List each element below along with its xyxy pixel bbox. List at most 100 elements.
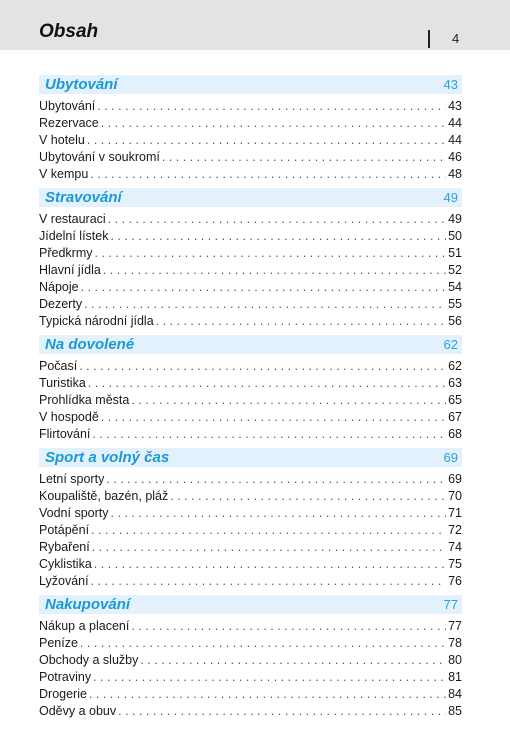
toc-entry[interactable]: V restauraci 49 bbox=[39, 211, 462, 228]
dot-leader bbox=[90, 166, 446, 183]
entry-page-number: 65 bbox=[448, 393, 462, 407]
entry-label: Obchody a služby bbox=[39, 653, 139, 667]
section-page-number: 43 bbox=[443, 77, 458, 92]
toc-entry[interactable]: Flirtování 68 bbox=[39, 426, 462, 443]
entry-page-number: 56 bbox=[448, 314, 462, 328]
entry-page-number: 43 bbox=[448, 99, 462, 113]
entry-label: Ubytování bbox=[39, 99, 96, 113]
toc-entry[interactable]: Předkrmy 51 bbox=[39, 245, 462, 262]
section-title: Nakupování bbox=[45, 596, 131, 613]
dot-leader bbox=[131, 392, 446, 409]
entry-page-number: 70 bbox=[448, 489, 462, 503]
toc-entry[interactable]: Obchody a služby 80 bbox=[39, 652, 462, 669]
dot-leader bbox=[110, 228, 446, 245]
section-heading[interactable]: Na dovolené 62 bbox=[39, 335, 462, 354]
toc-entry[interactable]: Rybaření 74 bbox=[39, 539, 462, 556]
toc-entry[interactable]: Turistika 63 bbox=[39, 375, 462, 392]
entry-label: V hotelu bbox=[39, 133, 85, 147]
toc-entry[interactable]: Cyklistika 75 bbox=[39, 556, 462, 573]
toc-entry[interactable]: Potraviny 81 bbox=[39, 669, 462, 686]
table-of-contents: Ubytování43Ubytování43Rezervace44V hotel… bbox=[39, 75, 462, 725]
entry-label: Flirtování bbox=[39, 427, 91, 441]
section-heading[interactable]: Stravování 49 bbox=[39, 188, 462, 207]
entry-label: Předkrmy bbox=[39, 246, 93, 260]
toc-entry[interactable]: Nápoje 54 bbox=[39, 279, 462, 296]
toc-entry[interactable]: V hospodě 67 bbox=[39, 409, 462, 426]
entry-label: Rybaření bbox=[39, 540, 90, 554]
entry-label: Typická národní jídla bbox=[39, 314, 154, 328]
entry-page-number: 74 bbox=[448, 540, 462, 554]
toc-entry[interactable]: V hotelu 44 bbox=[39, 132, 462, 149]
dot-leader bbox=[170, 488, 446, 505]
dot-leader bbox=[91, 573, 447, 590]
toc-entry[interactable]: Počasí 62 bbox=[39, 358, 462, 375]
dot-leader bbox=[89, 686, 446, 703]
entry-label: Počasí bbox=[39, 359, 78, 373]
dot-leader bbox=[103, 262, 446, 279]
dot-leader bbox=[97, 98, 446, 115]
entry-page-number: 71 bbox=[448, 506, 462, 520]
dot-leader bbox=[92, 539, 446, 556]
header-divider bbox=[428, 30, 430, 48]
section-heading[interactable]: Sport a volný čas 69 bbox=[39, 448, 462, 467]
entry-page-number: 80 bbox=[448, 653, 462, 667]
toc-section: Stravování 49 V restauraci 49 Jídelní lístek… bbox=[39, 188, 462, 330]
toc-entry[interactable]: Drogerie 84 bbox=[39, 686, 462, 703]
toc-entry[interactable]: Prohlídka města 65 bbox=[39, 392, 462, 409]
entry-label: V kempu bbox=[39, 167, 89, 181]
toc-entry[interactable]: Vodní sporty 71 bbox=[39, 505, 462, 522]
toc-entry[interactable]: Nákup a placení 77 bbox=[39, 618, 462, 635]
entry-page-number: 81 bbox=[448, 670, 462, 684]
dot-leader bbox=[106, 471, 446, 488]
toc-entry[interactable]: Oděvy a obuv 85 bbox=[39, 703, 462, 720]
toc-section: Sport a volný čas 69 Letní sporty 69 Koupali… bbox=[39, 448, 462, 590]
section-title: Sport a volný čas bbox=[45, 449, 170, 466]
entry-page-number: 78 bbox=[448, 636, 462, 650]
toc-entry[interactable]: V kempu 48 bbox=[39, 166, 462, 183]
section-page-number: 69 bbox=[443, 450, 458, 465]
entry-label: Koupaliště, bazén, pláž bbox=[39, 489, 169, 503]
page-number: 4 bbox=[452, 31, 460, 46]
entry-page-number: 48 bbox=[448, 167, 462, 181]
section-title: Na dovolené bbox=[45, 336, 135, 353]
entry-page-number: 84 bbox=[448, 687, 462, 701]
entry-label: Rezervace bbox=[39, 116, 99, 130]
toc-entry[interactable]: Rezervace 44 bbox=[39, 115, 462, 132]
toc-entry[interactable]: Koupaliště, bazén, pláž 70 bbox=[39, 488, 462, 505]
dot-leader bbox=[94, 556, 446, 573]
dot-leader bbox=[140, 652, 446, 669]
toc-section: Nakupování 77 Nákup a placení 77 Peníze 78 Obc… bbox=[39, 595, 462, 720]
dot-leader bbox=[101, 115, 446, 132]
entry-page-number: 55 bbox=[448, 297, 462, 311]
dot-leader bbox=[111, 505, 447, 522]
toc-entry[interactable]: Peníze 78 bbox=[39, 635, 462, 652]
entry-page-number: 49 bbox=[448, 212, 462, 226]
dot-leader bbox=[87, 132, 446, 149]
toc-entry[interactable]: Letní sporty 69 bbox=[39, 471, 462, 488]
toc-section: Na dovolené 62 Počasí 62 Turistika 63 Prohlídk… bbox=[39, 335, 462, 443]
toc-entry[interactable]: Ubytování v soukromí 46 bbox=[39, 149, 462, 166]
toc-entry[interactable]: Jídelní lístek 50 bbox=[39, 228, 462, 245]
toc-entry[interactable]: Typická národní jídla 56 bbox=[39, 313, 462, 330]
entry-page-number: 76 bbox=[448, 574, 462, 588]
toc-entry[interactable]: Hlavní jídla 52 bbox=[39, 262, 462, 279]
dot-leader bbox=[92, 426, 446, 443]
toc-entry[interactable]: Lyžování 76 bbox=[39, 573, 462, 590]
entry-page-number: 46 bbox=[448, 150, 462, 164]
entry-label: Letní sporty bbox=[39, 472, 105, 486]
dot-leader bbox=[88, 375, 446, 392]
page-header: Obsah 4 bbox=[0, 0, 510, 50]
toc-entry[interactable]: Dezerty 55 bbox=[39, 296, 462, 313]
section-page-number: 77 bbox=[443, 597, 458, 612]
toc-entry[interactable]: Ubytování 43 bbox=[39, 98, 462, 115]
section-heading[interactable]: Ubytování 43 bbox=[39, 75, 462, 94]
entry-label: Hlavní jídla bbox=[39, 263, 101, 277]
section-title: Stravování bbox=[45, 189, 122, 206]
dot-leader bbox=[118, 703, 446, 720]
section-heading[interactable]: Nakupování 77 bbox=[39, 595, 462, 614]
entry-label: Potápění bbox=[39, 523, 90, 537]
entry-label: Lyžování bbox=[39, 574, 89, 588]
entry-label: V restauraci bbox=[39, 212, 106, 226]
dot-leader bbox=[162, 149, 446, 166]
toc-entry[interactable]: Potápění 72 bbox=[39, 522, 462, 539]
